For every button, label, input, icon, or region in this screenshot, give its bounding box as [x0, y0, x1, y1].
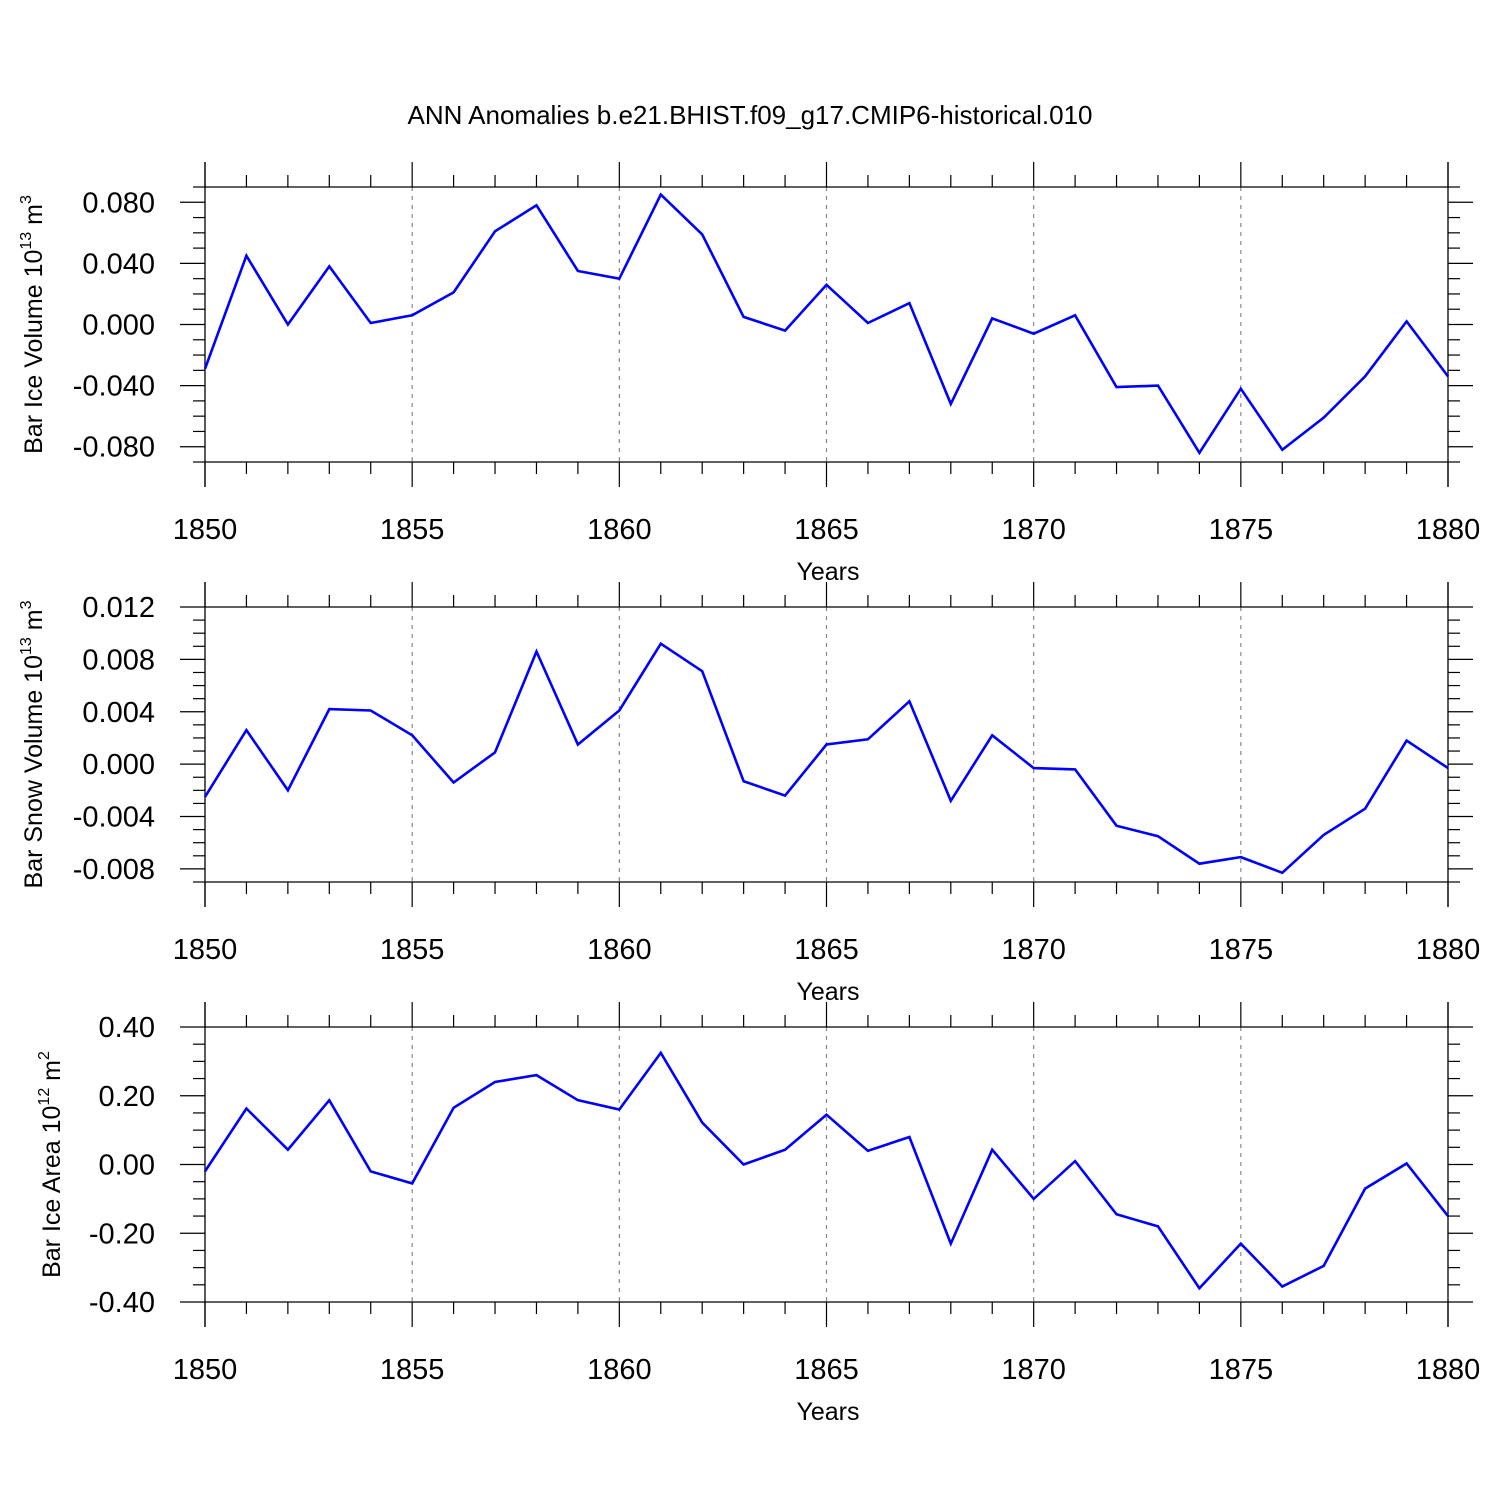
y-tick-label: 0.004: [82, 697, 155, 729]
x-tick-label: 1870: [1001, 1354, 1066, 1386]
x-tick-label: 1880: [1416, 514, 1481, 546]
x-tick-label: 1870: [1001, 514, 1066, 546]
series-line: [203, 641, 1449, 875]
y-axis-label-main: Bar Ice Area 10: [38, 1106, 66, 1278]
x-tick-label: 1865: [794, 514, 859, 546]
y-axis-label: Bar Snow Volume 1013 m3: [18, 600, 48, 888]
y-axis-label-unit: m: [20, 609, 48, 637]
x-tick-label: 1880: [1416, 1354, 1481, 1386]
y-tick-label: 0.080: [82, 187, 155, 219]
x-axis-label: Years: [796, 1398, 859, 1426]
x-tick-label: 1870: [1001, 934, 1066, 966]
x-tick-label: 1880: [1416, 934, 1481, 966]
panel-3: -0.40 -0.20 0.00 0.20 0.40 1850 1855 1860 1865 18…: [36, 1002, 1480, 1426]
y-axis-label-main: Bar Ice Volume 10: [20, 250, 48, 454]
x-tick-label: 1875: [1209, 514, 1274, 546]
y-axis-label-unit: m: [38, 1060, 66, 1088]
y-tick-label: 0.000: [82, 749, 155, 781]
x-axis-label: Years: [796, 978, 859, 1006]
y-tick-label: 0.040: [82, 248, 155, 280]
x-tick-label: 1855: [380, 934, 445, 966]
y-tick-label: 0.008: [82, 644, 155, 676]
y-tick-label: -0.20: [89, 1218, 155, 1250]
x-tick-label: 1875: [1209, 1354, 1274, 1386]
y-tick-label: 0.40: [99, 1012, 155, 1044]
y-tick-label: -0.040: [73, 371, 155, 403]
x-tick-label: 1855: [380, 1354, 445, 1386]
panel-2: -0.008 -0.004 0.000 0.004 0.008 0.012 1850 1855…: [18, 582, 1480, 1006]
y-tick-label: 0.012: [82, 592, 155, 624]
x-tick-label: 1850: [173, 514, 238, 546]
x-tick-label: 1865: [794, 934, 859, 966]
y-axis-label-exponent: 12: [36, 1088, 53, 1106]
x-tick-label: 1855: [380, 514, 445, 546]
x-tick-label: 1860: [587, 934, 652, 966]
panel-1: -0.080 -0.040 0.000 0.040 0.080 1850 1855 1860 1…: [18, 162, 1480, 586]
y-axis-label: Bar Ice Area 1012 m2: [36, 1051, 66, 1278]
y-axis-label-exponent: 13: [18, 637, 35, 655]
y-tick-label: -0.40: [89, 1287, 155, 1319]
y-tick-label: -0.004: [73, 802, 155, 834]
y-tick-label: -0.008: [73, 854, 155, 886]
y-axis-label: Bar Ice Volume 1013 m3: [18, 195, 48, 454]
y-axis-label-exponent: 13: [18, 232, 35, 250]
x-tick-label: 1860: [587, 514, 652, 546]
x-tick-label: 1875: [1209, 934, 1274, 966]
y-tick-label: 0.20: [99, 1081, 155, 1113]
series-line: [203, 192, 1450, 456]
x-tick-label: 1850: [173, 1354, 238, 1386]
y-axis-label-unit: m: [20, 204, 48, 232]
y-axis-label-main: Bar Snow Volume 10: [20, 655, 48, 888]
series-line: [203, 1050, 1450, 1291]
y-axis-label-unit-exponent: 3: [18, 195, 35, 204]
y-axis-label-unit-exponent: 2: [36, 1051, 53, 1060]
x-tick-label: 1860: [587, 1354, 652, 1386]
figure-title: ANN Anomalies b.e21.BHIST.f09_g17.CMIP6-…: [407, 100, 1092, 130]
y-axis-label-unit-exponent: 3: [18, 600, 35, 609]
x-tick-label: 1850: [173, 934, 238, 966]
y-tick-label: 0.00: [99, 1150, 155, 1182]
y-tick-label: 0.000: [82, 310, 155, 342]
x-tick-label: 1865: [794, 1354, 859, 1386]
y-tick-label: -0.080: [73, 432, 155, 464]
x-axis-label: Years: [796, 558, 859, 586]
